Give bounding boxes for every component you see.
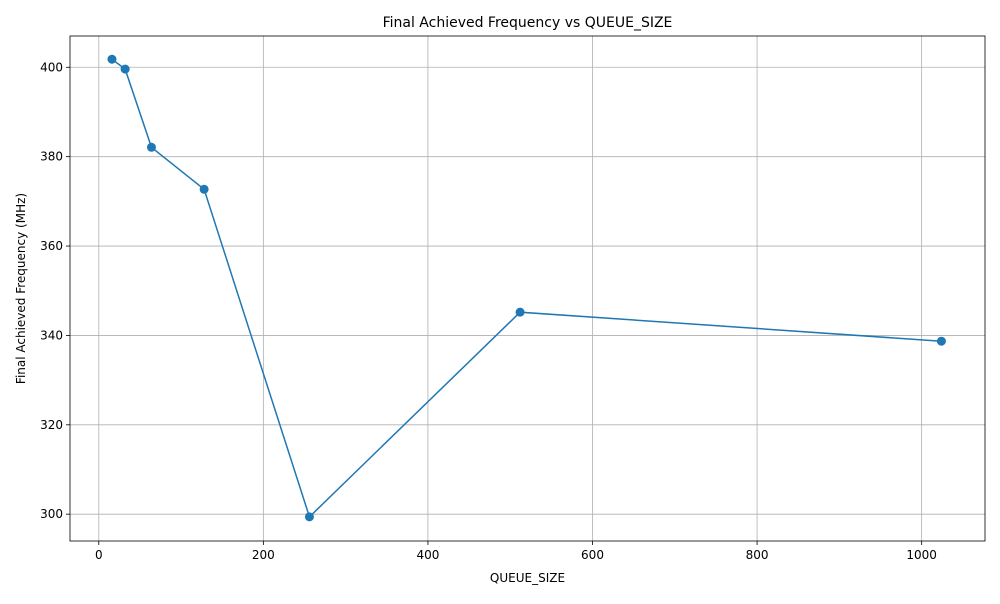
data-point [515,307,525,317]
data-point [199,184,209,194]
data-point [107,54,117,64]
y-tick-label: 300 [40,507,63,521]
x-tick-label: 200 [252,548,275,562]
plot-frame [69,35,986,542]
series-layer [107,54,946,522]
x-axis-title: QUEUE_SIZE [490,571,565,585]
y-tick-label: 360 [40,239,63,253]
series-line [111,58,942,519]
x-tick-label: 400 [416,548,439,562]
y-tick-label: 400 [40,60,63,74]
x-axis: 0 200 400 600 800 1000 [95,541,937,562]
chart-title: Final Achieved Frequency vs QUEUE_SIZE [383,15,673,31]
y-axis: 300 320 340 360 380 400 [40,60,70,521]
grid [70,36,985,541]
data-point [936,336,946,346]
y-tick-label: 320 [40,418,63,432]
y-tick-label: 380 [40,150,63,164]
data-point [120,64,130,74]
x-tick-label: 0 [95,548,103,562]
x-tick-label: 1000 [906,548,937,562]
data-point [304,512,314,522]
y-axis-title: Final Achieved Frequency (MHz) [14,193,28,384]
x-tick-label: 600 [581,548,604,562]
y-tick-label: 340 [40,328,63,342]
data-point [146,142,156,152]
x-tick-label: 800 [746,548,769,562]
